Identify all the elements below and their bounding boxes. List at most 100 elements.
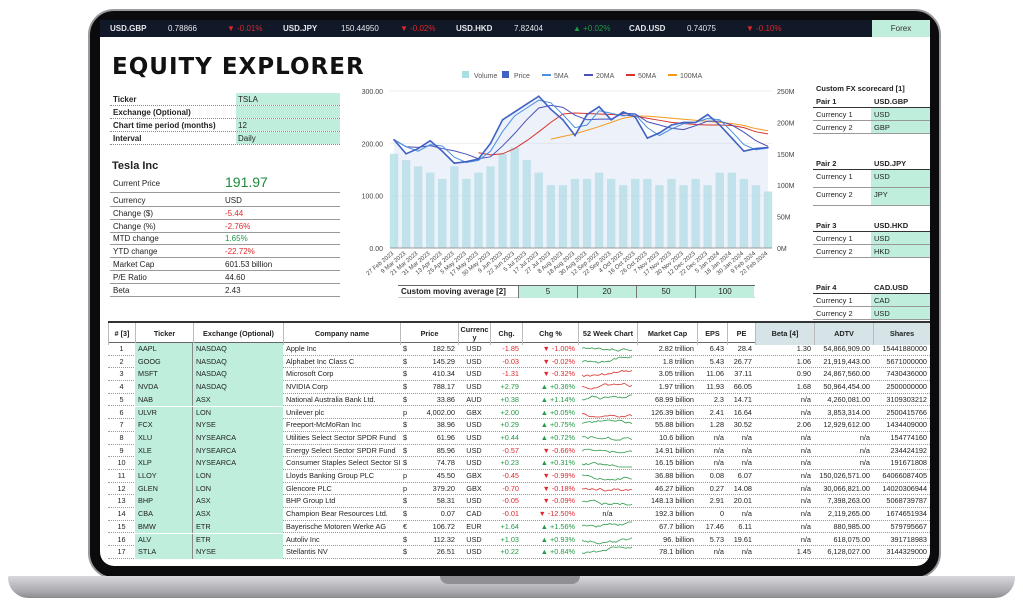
fx-currency-field[interactable]: CAD [871, 294, 930, 306]
sparkline [581, 521, 632, 528]
ticker-cell[interactable]: ALV [135, 533, 193, 547]
exchange-cell[interactable]: ASX [193, 508, 283, 521]
table-cell: 20.01 [733, 496, 752, 506]
exchange-cell[interactable]: NASDAQ [193, 355, 283, 369]
exchange-cell[interactable]: NYSEARCA [193, 431, 283, 445]
column-header[interactable]: 52 Week Chart [578, 323, 637, 345]
ticker-cell[interactable]: NVDA [135, 381, 193, 394]
column-header[interactable]: ADTV [814, 323, 873, 345]
ticker-cell[interactable]: STLA [135, 546, 193, 559]
moving-average-input[interactable]: 100 [695, 286, 754, 298]
exchange-cell[interactable]: NYSEARCA [193, 444, 283, 458]
ticker-cell[interactable]: NAB [135, 393, 193, 407]
column-header[interactable]: Chg. [490, 323, 522, 345]
exchange-cell[interactable]: ETR [193, 520, 283, 534]
ticker-cell[interactable]: LLOY [135, 470, 193, 483]
volume-bar [631, 178, 640, 248]
exchange-cell[interactable]: LON [193, 406, 283, 420]
fx-currency-field[interactable]: JPY [871, 188, 930, 205]
price-point [417, 147, 419, 150]
column-header[interactable]: Exchange (Optional) [193, 323, 283, 345]
fx-currency-field[interactable]: USD [871, 307, 930, 319]
table-cell: 2.82 trillion [658, 344, 694, 353]
input-row: Exchange (Optional) [110, 106, 340, 119]
ticker-cell[interactable]: FCX [135, 419, 193, 432]
table-cell: n/a [800, 509, 811, 519]
moving-average-input[interactable]: 20 [577, 286, 636, 298]
ticker-cell[interactable]: GOOG [135, 355, 193, 369]
column-header[interactable]: PE [727, 323, 755, 345]
change-value: +0.23 [500, 458, 519, 468]
ticker-cell[interactable]: CBA [135, 508, 193, 521]
price-area [394, 96, 768, 248]
ticker-cell[interactable]: BMW [135, 520, 193, 534]
ticker-cell[interactable]: XLU [135, 431, 193, 445]
company-name: Bayerische Motoren Werke AG [286, 521, 387, 531]
ticker-cell[interactable]: XLP [135, 457, 193, 470]
exchange-cell[interactable]: LON [193, 482, 283, 496]
input-field[interactable]: 12 [236, 119, 340, 131]
currency-symbol: $ [403, 496, 408, 506]
column-header[interactable]: Ticker [135, 323, 193, 345]
ticker-cell[interactable]: XLE [135, 444, 193, 458]
column-header[interactable]: Chg % [522, 323, 578, 345]
triangle-up-icon: ▲ [540, 534, 551, 544]
column-header[interactable]: Currency [458, 323, 490, 345]
table-cell: n/a [800, 534, 811, 544]
moving-average-input[interactable]: 5 [518, 286, 577, 298]
volume-bar [498, 153, 507, 248]
volume-bar [606, 178, 616, 248]
exchange-cell[interactable]: ASX [193, 393, 283, 407]
ticker-cell[interactable]: BHP [135, 495, 193, 509]
fx-scorecard-title: Custom FX scorecard [1] [816, 84, 905, 93]
exchange-cell[interactable]: NASDAQ [193, 343, 283, 356]
table-row: 7 FCX NYSE Freeport-McMoRan Inc $38.96 USD +0.… [108, 419, 930, 432]
currency-code: USD [466, 458, 482, 468]
table-cell: 5.73 [709, 534, 724, 544]
price-point [706, 113, 709, 116]
ticker-cell[interactable]: GLEN [135, 482, 193, 496]
input-field[interactable] [236, 106, 340, 118]
fx-currency-field[interactable]: USD [871, 232, 930, 244]
exchange-cell[interactable]: NYSE [193, 546, 283, 559]
column-header[interactable]: Company name [283, 323, 400, 345]
fx-currency-field[interactable]: HKD [871, 245, 930, 257]
input-label: Exchange (Optional) [113, 108, 191, 117]
exchange-cell[interactable]: NASDAQ [193, 368, 283, 382]
company-name: Utilities Select Sector SPDR Fund [286, 432, 396, 442]
fx-currency-field[interactable]: GBP [871, 121, 930, 133]
input-field[interactable]: Daily [236, 132, 340, 144]
volume-bar [751, 185, 761, 248]
volume-bar [643, 178, 652, 248]
exchange-cell[interactable]: ASX [193, 495, 283, 509]
exchange-cell[interactable]: NASDAQ [193, 381, 283, 394]
exchange-cell[interactable]: LON [193, 470, 283, 483]
column-header[interactable]: Market Cap [637, 323, 697, 345]
ticker-cell[interactable]: AAPL [135, 343, 193, 356]
input-field[interactable]: TSLA [236, 93, 340, 105]
price-point [525, 103, 528, 105]
forex-tab[interactable]: Forex [872, 20, 930, 37]
column-header[interactable]: Beta [4] [755, 323, 814, 345]
fx-currency-field[interactable]: USD [871, 108, 930, 120]
column-header[interactable]: # [3] [108, 323, 135, 345]
change-value: +0.44 [500, 432, 519, 442]
sparkline-line [581, 474, 632, 481]
column-header[interactable]: EPS [697, 323, 727, 345]
table-row: 8 XLU NYSEARCA Utilities Select Sector SPDR… [108, 431, 930, 445]
input-row: Ticker TSLA [110, 93, 340, 106]
column-header[interactable]: Price [400, 323, 458, 345]
exchange-cell[interactable]: ETR [193, 533, 283, 547]
table-cell: n/a [800, 471, 811, 480]
fx-currency-field[interactable]: USD [871, 170, 930, 187]
table-cell: n/a [800, 496, 811, 506]
column-header[interactable]: Shares [873, 323, 930, 345]
ticker-cell[interactable]: ULVR [135, 406, 193, 420]
table-cell: n/a [859, 432, 870, 442]
exchange-cell[interactable]: NYSEARCA [193, 457, 283, 470]
sparkline-line [581, 487, 632, 492]
ticker-cell[interactable]: MSFT [135, 368, 193, 382]
legend-swatch [542, 74, 551, 76]
exchange-cell[interactable]: NYSE [193, 419, 283, 432]
moving-average-input[interactable]: 50 [636, 286, 695, 298]
